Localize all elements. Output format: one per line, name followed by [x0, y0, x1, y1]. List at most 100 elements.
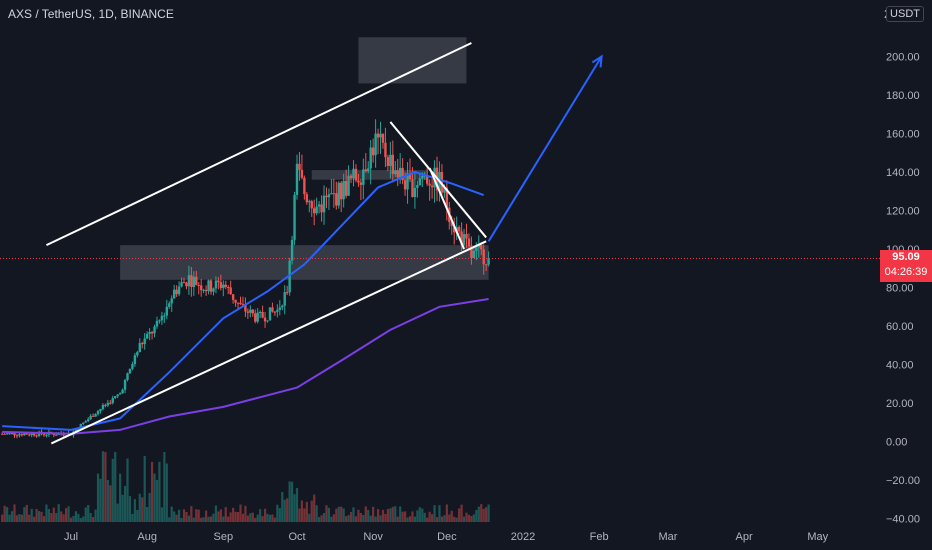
volume-bar — [278, 508, 281, 522]
volume-bar — [249, 513, 252, 522]
trendline — [389, 121, 487, 239]
volume-bar — [364, 506, 367, 522]
volume-bar — [67, 506, 70, 522]
candle-body — [133, 355, 137, 365]
volume-bar — [30, 508, 33, 522]
volume-bar — [485, 507, 488, 522]
volume-bar — [96, 473, 100, 522]
volume-bar — [1, 514, 4, 522]
volume-bar — [283, 499, 286, 522]
volume-bar — [418, 507, 421, 522]
volume-bar — [84, 507, 87, 522]
candle-body — [195, 276, 198, 285]
symbol-title[interactable]: AXS / TetherUS, 1D, BINANCE — [8, 7, 174, 21]
candle-body — [293, 194, 296, 240]
candle-body — [222, 284, 225, 288]
candle-body — [256, 312, 259, 322]
candle-body — [109, 402, 112, 404]
candle-body — [450, 222, 453, 227]
candle-body — [484, 264, 488, 266]
candle-body — [312, 208, 316, 214]
trendline — [46, 42, 472, 247]
volume-bar — [15, 515, 19, 522]
candle-body — [106, 402, 110, 406]
candle-body — [467, 238, 471, 247]
candle-body — [138, 343, 141, 353]
volume-bar — [401, 511, 404, 522]
volume-bar — [259, 509, 262, 522]
candle-body — [74, 429, 78, 432]
candle-body — [25, 433, 28, 435]
candle-body — [470, 246, 473, 259]
volume-bar — [379, 515, 382, 522]
volume-bar — [313, 494, 316, 522]
volume-bar — [303, 508, 306, 522]
candle-body — [344, 180, 348, 196]
volume-bar — [376, 509, 380, 522]
candle-body — [285, 292, 289, 294]
candle-body — [209, 280, 213, 292]
volume-bar — [143, 455, 146, 522]
volume-bar — [99, 478, 102, 522]
candle-body — [440, 172, 444, 193]
candle-body — [342, 180, 345, 200]
candle-body — [261, 311, 264, 318]
volume-bar — [106, 479, 109, 522]
volume-bar — [445, 504, 448, 522]
volume-bar — [207, 516, 210, 522]
volume-bar — [138, 493, 141, 522]
volume-bar — [423, 512, 426, 522]
candle-body — [207, 280, 210, 292]
volume-bar — [74, 511, 78, 522]
candle-body — [394, 170, 397, 175]
candle-body — [320, 204, 323, 213]
y-tick-label: 160.00 — [886, 129, 920, 141]
price-axis[interactable]: 200.00180.00160.00140.00120.00100.0080.0… — [886, 52, 920, 526]
volume-bar — [426, 517, 429, 522]
volume-bar — [45, 504, 48, 522]
volume-bar — [47, 509, 50, 522]
volume-bar — [374, 516, 377, 522]
candle-body — [418, 178, 422, 186]
volume-bar — [40, 511, 43, 522]
candle-body — [42, 434, 46, 436]
volume-bar — [399, 506, 402, 522]
volume-bar — [453, 516, 456, 522]
moving-average-fast-line — [2, 170, 485, 431]
candle-body — [322, 195, 326, 213]
candle-body — [325, 195, 328, 198]
candle-body — [28, 434, 31, 436]
candle-body — [391, 154, 395, 175]
volume-bar — [229, 512, 232, 522]
currency-button[interactable]: USDT — [886, 6, 924, 22]
volume-bar — [428, 511, 431, 522]
volume-bar — [406, 517, 409, 522]
candle-body — [217, 280, 220, 283]
candle-body — [227, 287, 230, 289]
volume-bar — [448, 514, 451, 522]
candle-body — [374, 133, 377, 156]
candle-body — [310, 201, 313, 209]
candle-body — [204, 289, 208, 292]
volume-bar — [396, 516, 399, 522]
volume-bar — [25, 505, 28, 522]
last-price-tag: 95.09 04:26:39 — [880, 250, 932, 282]
candle-body — [118, 393, 122, 395]
candle-body — [386, 157, 390, 167]
candle-body — [396, 170, 399, 178]
candle-body — [457, 227, 461, 232]
volume-bar — [195, 509, 198, 522]
volume-bar — [295, 487, 299, 522]
volume-bar — [150, 461, 154, 522]
volume-bar — [62, 514, 65, 522]
volume-bar — [101, 451, 105, 522]
volume-bar — [18, 514, 21, 522]
volume-bar — [332, 514, 335, 522]
time-axis[interactable]: Jul Aug Sep Oct Nov Dec 2022 Feb Mar Apr May — [64, 531, 829, 543]
moving-average-slow-line — [2, 298, 489, 435]
candle-body — [99, 409, 102, 411]
volume-bar — [320, 515, 323, 522]
candle-body — [18, 434, 21, 436]
volume-bar — [460, 504, 463, 522]
